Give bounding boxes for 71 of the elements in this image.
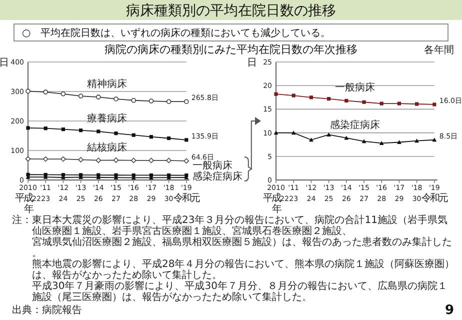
point (344, 136, 349, 140)
point (327, 97, 331, 101)
point (114, 96, 118, 102)
point (326, 132, 331, 136)
source-note: 出典：病院報告 (12, 304, 82, 316)
text: 病床種類別の平均在院日数の推移 (126, 3, 336, 19)
point (291, 130, 296, 135)
point (149, 135, 153, 139)
series-label: 精神病床 (87, 78, 128, 90)
point (42, 156, 48, 162)
point (148, 98, 154, 104)
point (132, 133, 136, 137)
y-axis-title: 日 (247, 58, 257, 68)
text: 9 (444, 303, 454, 318)
point (96, 94, 101, 100)
point (26, 88, 30, 94)
point (44, 126, 48, 130)
point (78, 157, 84, 162)
point (432, 102, 436, 106)
point (61, 128, 65, 132)
point (184, 99, 189, 104)
point (130, 158, 136, 164)
text: 宮城県気仙沼医療圏２施設、福島県相双医療圏５施設）は、報告のあった患者数のみ集計した。 (32, 236, 452, 259)
point (274, 92, 278, 96)
text: 熊本地震の影響により、平成28年４月分の報告において、熊本県の病院１施設（阿蘇医療圏）は、報告がなかったため除いて集計した。 (32, 258, 455, 281)
point (114, 132, 118, 136)
point (432, 138, 437, 142)
point (148, 158, 154, 164)
point (96, 158, 102, 164)
point (362, 100, 366, 104)
point (397, 140, 402, 144)
series-label: 感染症病床 (192, 170, 242, 182)
point (114, 173, 118, 177)
series-label: 感染症病床 (330, 118, 380, 131)
point (166, 99, 172, 104)
series-label: 療養病床 (87, 112, 128, 124)
point (397, 102, 401, 106)
point (113, 157, 119, 163)
point (292, 94, 296, 98)
point (344, 98, 348, 103)
point (184, 138, 188, 142)
point (274, 130, 278, 135)
series-label: 一般病床 (335, 82, 376, 94)
point (362, 139, 366, 144)
point (43, 90, 48, 94)
point (379, 140, 384, 145)
y-axis-title: 日 (0, 58, 9, 68)
point (184, 158, 190, 164)
point (79, 128, 83, 132)
point (60, 156, 66, 162)
point (96, 130, 100, 134)
point (415, 102, 419, 106)
point (380, 102, 384, 106)
chart-subtitle: ○ 平均在院日数は、いずれの病床の種類においても減少している。 (22, 27, 331, 39)
point (166, 158, 172, 164)
point (78, 94, 84, 98)
point (26, 126, 30, 130)
point (167, 136, 171, 140)
text: 各年間 (424, 44, 454, 56)
series-label: 結核病床 (86, 141, 128, 154)
point (26, 172, 30, 176)
point (25, 156, 31, 162)
text: 平成30年７月豪雨の影響により、平成30年７月分、８月分の報告において、広島県の病院１施設（尾三医療圏）は、報告がなかったため除いて集計した。 (32, 280, 448, 303)
point (60, 91, 66, 96)
text: 注：東日本大震災の影響により、平成23年３月分の報告において、病院の合計11施設（岩手県気仙医療圏１施設、岩手県宮古医療圏１施設、宮城県石巻医療圏２施設、 (12, 214, 448, 237)
point (309, 96, 313, 100)
point (414, 138, 419, 143)
series-label: 一般病床 (192, 160, 232, 172)
point (309, 138, 314, 142)
text: 病院の病床の種類別にみた平均在院日数の年次推移 (104, 43, 358, 56)
point (131, 98, 136, 103)
